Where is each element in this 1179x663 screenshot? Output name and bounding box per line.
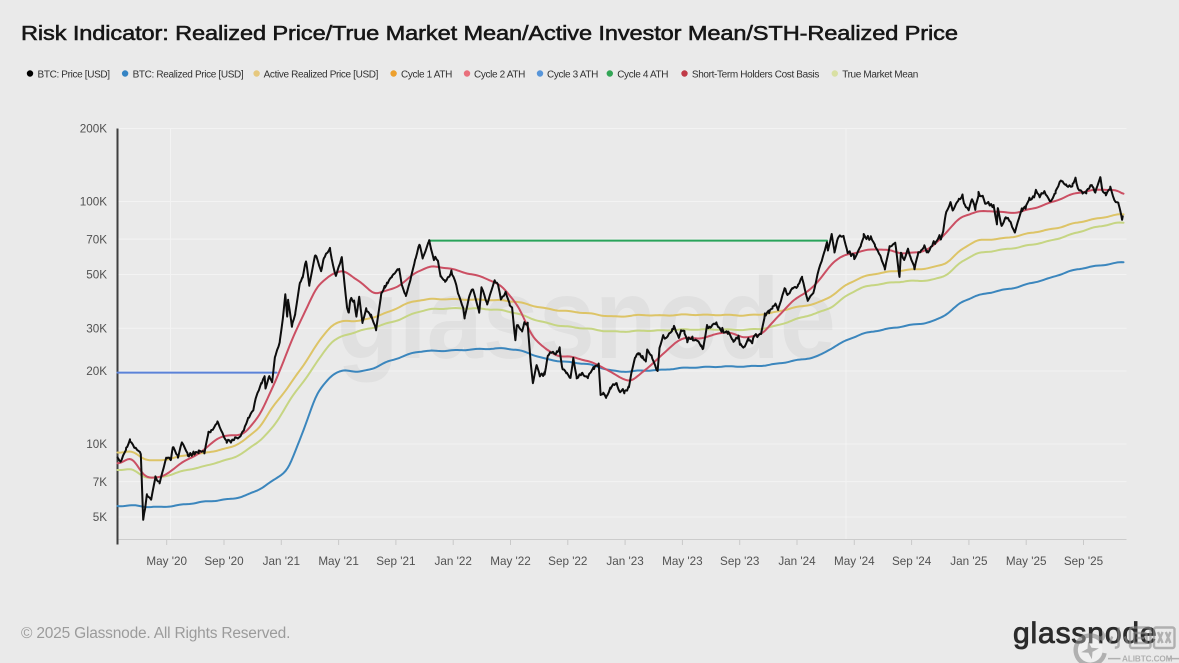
svg-text:May '23: May '23 [662,555,703,568]
svg-text:ALIBTC.COM: ALIBTC.COM [1122,655,1173,663]
svg-text:Risk Indicator: Realized Price: Risk Indicator: Realized Price/True Mark… [21,21,958,44]
svg-text:Short-Term Holders Cost Basis: Short-Term Holders Cost Basis [692,69,819,80]
svg-text:May '20: May '20 [146,555,187,568]
svg-text:20K: 20K [86,365,107,378]
svg-text:May '24: May '24 [834,555,875,568]
svg-text:BTC: Realized Price [USD]: BTC: Realized Price [USD] [133,69,244,80]
svg-text:May '22: May '22 [490,555,531,568]
svg-text:True Market Mean: True Market Mean [842,69,918,80]
svg-text:30K: 30K [86,323,107,336]
svg-text:7K: 7K [93,476,108,489]
svg-text:BTC: Price [USD]: BTC: Price [USD] [38,69,111,80]
svg-text:Sep '25: Sep '25 [1064,555,1104,568]
svg-text:100K: 100K [80,196,108,209]
svg-text:200K: 200K [80,123,108,136]
svg-text:50K: 50K [86,269,107,282]
svg-text:glassnode: glassnode [1013,617,1157,650]
svg-text:Cycle 3 ATH: Cycle 3 ATH [547,69,598,80]
svg-text:© 2025 Glassnode. All Rights R: © 2025 Glassnode. All Rights Reserved. [21,625,290,642]
svg-text:5K: 5K [93,511,108,524]
svg-text:Jan '25: Jan '25 [950,555,988,568]
svg-text:10K: 10K [86,438,107,451]
svg-text:Jan '23: Jan '23 [606,555,643,568]
svg-text:Jan '22: Jan '22 [435,555,472,568]
svg-text:Cycle 2 ATH: Cycle 2 ATH [474,69,525,80]
svg-text:Sep '22: Sep '22 [548,555,587,568]
svg-text:Jan '21: Jan '21 [263,555,300,568]
svg-text:Cycle 1 ATH: Cycle 1 ATH [401,69,452,80]
svg-text:Sep '21: Sep '21 [376,555,415,568]
svg-text:May '21: May '21 [318,555,359,568]
svg-text:70K: 70K [86,233,107,246]
svg-text:Sep '20: Sep '20 [204,555,244,568]
svg-text:Sep '24: Sep '24 [892,555,932,568]
svg-text:Cycle 4 ATH: Cycle 4 ATH [617,69,668,80]
svg-text:May '25: May '25 [1006,555,1047,568]
svg-text:Sep '23: Sep '23 [720,555,759,568]
svg-text:Jan '24: Jan '24 [778,555,816,568]
svg-text:Active Realized Price [USD]: Active Realized Price [USD] [264,69,379,80]
